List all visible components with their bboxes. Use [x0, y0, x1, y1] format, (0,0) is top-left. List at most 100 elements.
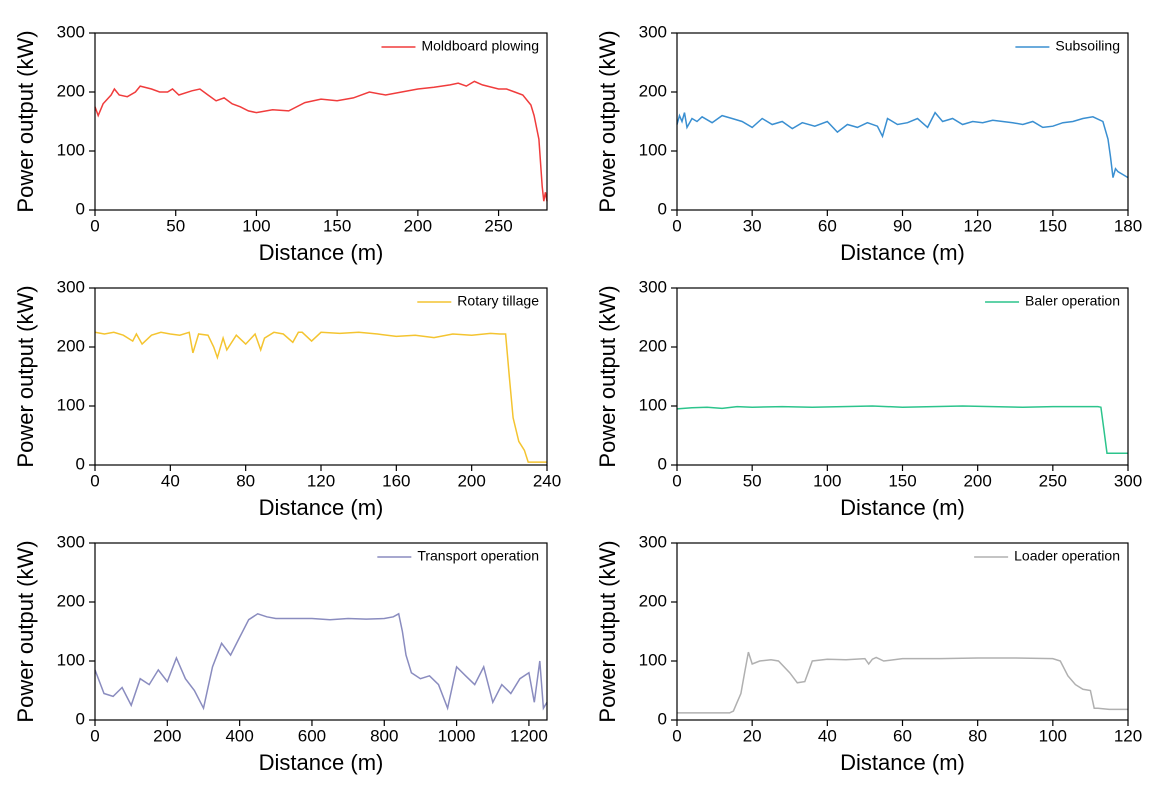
x-tick-label: 40	[818, 726, 837, 745]
x-tick-label: 0	[672, 471, 681, 490]
x-tick-label: 30	[743, 216, 762, 235]
y-tick-label: 0	[76, 199, 85, 218]
x-tick-label: 50	[743, 471, 762, 490]
plot-frame	[94, 287, 548, 466]
y-axis-title: Power output (kW)	[595, 540, 620, 722]
x-tick-label: 250	[484, 216, 512, 235]
y-tick-label: 300	[57, 22, 85, 41]
legend-label: Baler operation	[1025, 293, 1120, 309]
x-tick-label: 200	[153, 726, 181, 745]
legend-label: Rotary tillage	[457, 293, 539, 309]
plot-frame	[676, 32, 1129, 211]
x-axis-title: Distance (m)	[840, 750, 965, 775]
y-tick-label: 300	[639, 277, 667, 296]
y-tick-label: 200	[639, 591, 667, 610]
x-tick-label: 100	[242, 216, 270, 235]
x-tick-label: 60	[818, 216, 837, 235]
y-tick-label: 100	[639, 650, 667, 669]
y-axis-title: Power output (kW)	[595, 285, 620, 467]
x-tick-label: 200	[963, 471, 991, 490]
x-tick-label: 240	[533, 471, 561, 490]
x-tick-label: 100	[1039, 726, 1067, 745]
y-axis-title: Power output (kW)	[13, 30, 38, 212]
y-tick-label: 200	[57, 336, 85, 355]
x-tick-label: 250	[1039, 471, 1067, 490]
y-tick-label: 200	[57, 81, 85, 100]
data-line	[94, 80, 548, 202]
y-tick-label: 300	[57, 277, 85, 296]
y-tick-label: 0	[76, 454, 85, 473]
x-tick-label: 300	[1114, 471, 1142, 490]
legend-label: Transport operation	[417, 548, 539, 564]
x-tick-label: 0	[672, 216, 681, 235]
y-tick-label: 100	[57, 395, 85, 414]
y-tick-label: 0	[76, 709, 85, 728]
y-tick-label: 0	[658, 454, 667, 473]
x-tick-label: 800	[370, 726, 398, 745]
data-line	[94, 612, 548, 711]
y-tick-label: 100	[57, 650, 85, 669]
y-tick-label: 200	[639, 336, 667, 355]
y-tick-label: 300	[639, 22, 667, 41]
x-tick-label: 0	[90, 471, 99, 490]
y-axis-title: Power output (kW)	[13, 285, 38, 467]
x-tick-label: 180	[1114, 216, 1142, 235]
legend-label: Loader operation	[1014, 548, 1120, 564]
x-axis-title: Distance (m)	[259, 495, 384, 520]
chart-panel: 0 100 200 300 0 40 80 120 160 200 240 Distance (m) P…	[13, 277, 561, 519]
x-tick-label: 60	[893, 726, 912, 745]
data-line	[677, 651, 1128, 714]
x-tick-label: 0	[672, 726, 681, 745]
plot-frame	[94, 542, 548, 721]
y-axis-title: Power output (kW)	[595, 30, 620, 212]
plot-frame	[676, 542, 1129, 721]
x-tick-label: 1000	[438, 726, 476, 745]
x-tick-label: 150	[1039, 216, 1067, 235]
chart-panel: 0 100 200 300 0 50 100 150 200 250 Distance (m) Pow…	[13, 22, 548, 265]
y-tick-label: 100	[639, 395, 667, 414]
x-tick-label: 90	[893, 216, 912, 235]
x-tick-label: 50	[166, 216, 185, 235]
chart-panel: 0 100 200 300 0 30 60 90 120 150 180 Distance (m) Po…	[595, 22, 1142, 264]
x-tick-label: 80	[236, 471, 255, 490]
x-tick-label: 100	[813, 471, 841, 490]
x-tick-label: 120	[307, 471, 335, 490]
x-axis-title: Distance (m)	[259, 750, 384, 775]
x-tick-label: 1200	[510, 726, 548, 745]
x-tick-label: 80	[968, 726, 987, 745]
x-tick-label: 150	[323, 216, 351, 235]
y-tick-label: 200	[639, 81, 667, 100]
chart-panel: 0 100 200 300 0 20 40 60 80 100 120 Distance (m) Pow…	[595, 532, 1142, 774]
y-tick-label: 300	[639, 532, 667, 551]
x-tick-label: 120	[963, 216, 991, 235]
legend-label: Moldboard plowing	[421, 38, 539, 54]
x-axis-title: Distance (m)	[840, 495, 965, 520]
plot-frame	[676, 287, 1129, 466]
x-tick-label: 20	[743, 726, 762, 745]
y-tick-label: 200	[57, 591, 85, 610]
chart-panel: 0 100 200 300 0 50 100 150 200 250 300 Distance (m)…	[595, 277, 1142, 519]
x-tick-label: 0	[90, 216, 99, 235]
x-tick-label: 400	[225, 726, 253, 745]
y-tick-label: 0	[658, 199, 667, 218]
y-tick-label: 100	[639, 140, 667, 159]
x-axis-title: Distance (m)	[840, 240, 965, 265]
y-axis-title: Power output (kW)	[13, 540, 38, 722]
x-tick-label: 150	[888, 471, 916, 490]
data-line	[676, 405, 1128, 454]
plot-frame	[94, 32, 548, 211]
y-tick-label: 300	[57, 532, 85, 551]
x-axis-title: Distance (m)	[259, 240, 384, 265]
chart-panel: 0 100 200 300 0 200 400 600 800 1000 1200 Distance …	[13, 532, 548, 774]
legend-label: Subsoiling	[1055, 38, 1120, 54]
x-tick-label: 40	[161, 471, 180, 490]
y-tick-label: 100	[57, 140, 85, 159]
x-tick-label: 200	[457, 471, 485, 490]
x-tick-label: 0	[90, 726, 99, 745]
x-tick-label: 120	[1114, 726, 1142, 745]
x-tick-label: 200	[404, 216, 432, 235]
x-tick-label: 160	[382, 471, 410, 490]
y-tick-label: 0	[658, 709, 667, 728]
data-line	[676, 111, 1129, 179]
